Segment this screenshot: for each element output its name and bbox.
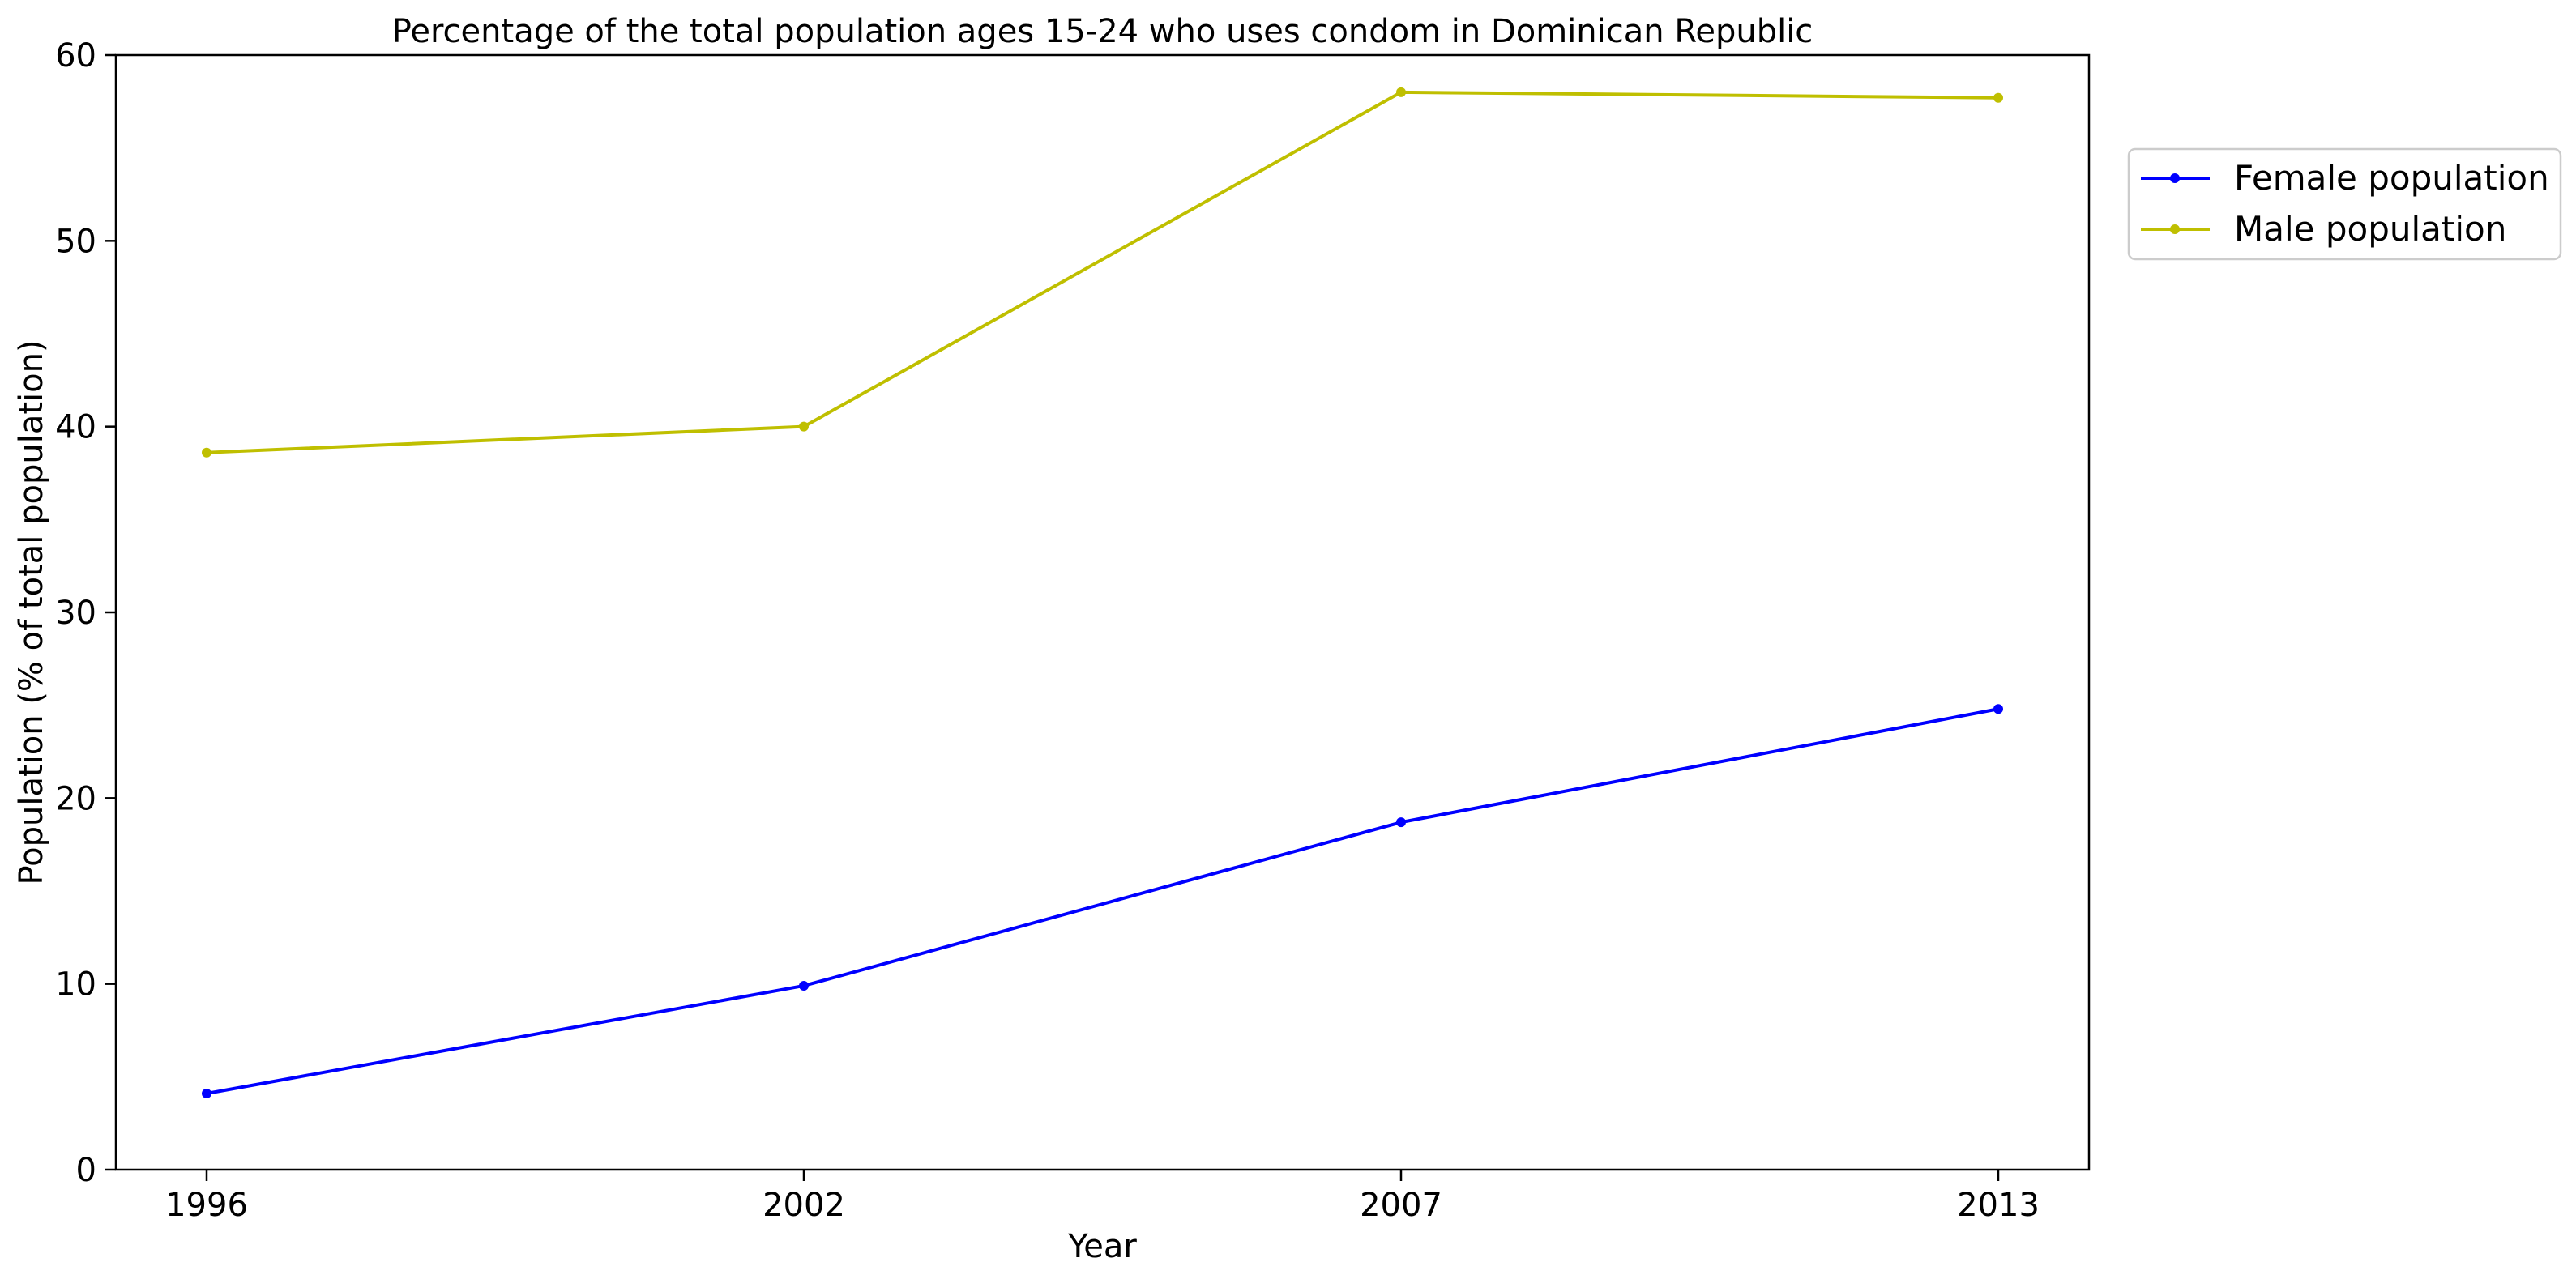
x-tick-label: 1996: [165, 1187, 248, 1224]
legend: Female population Male population: [2127, 147, 2562, 261]
data-point: [1396, 817, 1406, 828]
y-tick-label: 40: [55, 409, 96, 446]
x-tick-label: 2002: [763, 1187, 845, 1224]
y-axis: 0 10 20 30 40 50 60: [55, 37, 116, 1189]
data-point: [1993, 704, 2003, 714]
x-axis-label: Year: [1067, 1228, 1137, 1265]
series-1: [202, 87, 2003, 458]
y-tick-label: 50: [55, 223, 96, 260]
y-tick-label: 10: [55, 966, 96, 1004]
series-line: [206, 707, 1999, 1095]
chart-title: Percentage of the total population ages …: [392, 13, 1813, 50]
legend-swatch-marker: [2170, 173, 2180, 183]
data-point: [1396, 87, 1406, 97]
y-tick-label: 0: [76, 1152, 96, 1189]
legend-box: [2127, 147, 2562, 261]
legend-label: Female population: [2234, 158, 2549, 198]
data-point: [202, 1088, 211, 1098]
data-point: [202, 447, 211, 458]
plot-area-frame: [114, 53, 2091, 1171]
legend-label: Male population: [2234, 209, 2506, 249]
series-0: [202, 704, 2003, 1098]
y-tick-label: 60: [55, 37, 96, 75]
data-point: [799, 980, 809, 991]
x-axis: 1996 2002 2007 2013: [165, 1170, 2040, 1224]
series-layer: [202, 87, 2003, 1098]
y-tick-label: 20: [55, 780, 96, 817]
x-tick-label: 2007: [1360, 1187, 1442, 1224]
legend-swatch-marker: [2170, 224, 2180, 234]
y-tick-label: 30: [55, 595, 96, 632]
x-tick-label: 2013: [1957, 1187, 2040, 1224]
y-axis-label: Population (% of total population): [13, 339, 50, 885]
data-point: [1993, 92, 2003, 103]
data-point: [799, 421, 809, 432]
series-line: [206, 90, 1999, 454]
